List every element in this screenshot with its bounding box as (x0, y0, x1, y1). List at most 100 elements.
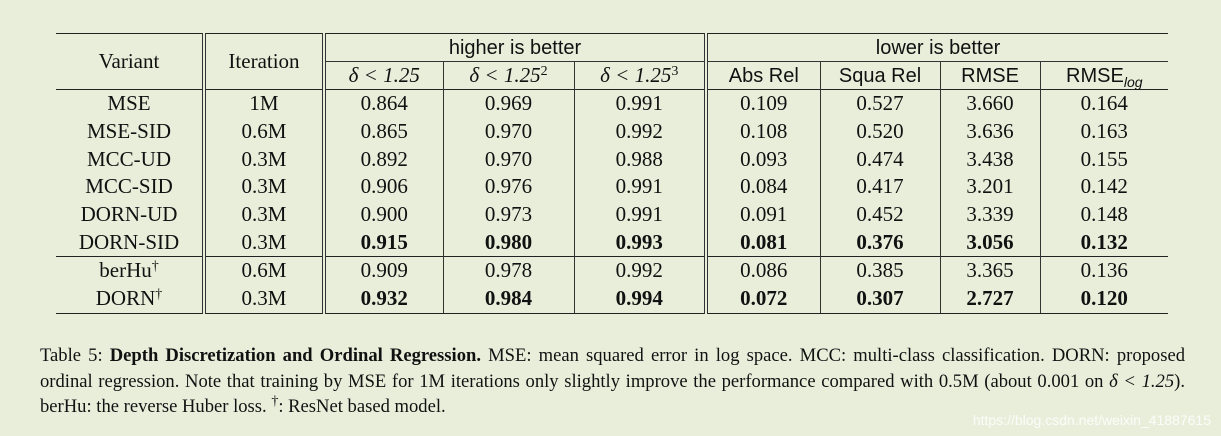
table-row: MCC-SID 0.3M 0.906 0.976 0.991 0.084 0.417 3.20… (56, 173, 1168, 201)
watermark: https://blog.csdn.net/weixin_41887615 (972, 412, 1211, 428)
cell-d1: 0.892 (324, 145, 444, 174)
cell-d2: 0.970 (443, 145, 575, 174)
caption-body-2: ). berHu: the reverse Huber loss. (40, 370, 1185, 418)
header-iteration: Iteration (204, 33, 326, 90)
cell-rmselog: 0.136 (1040, 256, 1169, 285)
caption-label: Table 5: (40, 345, 103, 366)
cell-rmselog: 0.155 (1080, 146, 1128, 171)
cell-d3: 0.991 (574, 200, 709, 229)
cell-rmse: 3.636 (940, 117, 1041, 146)
caption-body-3: : ResNet based model. (278, 396, 446, 417)
cell-iter: 0.3M (204, 200, 326, 229)
cell-d3: 0.993 (574, 228, 709, 257)
caption-title: Depth Discretization and Ordinal Regress… (109, 345, 481, 366)
header-variant: Variant (56, 33, 206, 90)
cell-rmselog: 0.164 (1040, 88, 1169, 118)
cell-absrel: 0.072 (706, 284, 821, 314)
cell-rmse: 3.660 (940, 88, 1041, 118)
table-body: MSE 1M 0.864 0.969 0.991 0.109 0.527 3.660 0.164… (56, 88, 1169, 314)
cell-squarel: 0.474 (820, 145, 941, 174)
cell-iter: 0.6M (204, 256, 326, 285)
cell-variant: MSE (56, 88, 206, 118)
cell-rmselog: 0.142 (1080, 174, 1128, 199)
cell-variant: DORN-UD (56, 200, 206, 229)
cell-d3: 0.994 (574, 284, 709, 314)
table-row: berHu† 0.6M 0.909 0.978 0.992 0.086 0.385 3.365… (56, 256, 1169, 285)
cell-squarel: 0.417 (820, 173, 941, 201)
header-delta1: δ < 1.25 (324, 61, 444, 90)
cell-absrel: 0.086 (706, 256, 821, 285)
cell-rmse: 3.365 (940, 256, 1041, 285)
cell-iter: 0.6M (204, 117, 326, 146)
cell-absrel: 0.093 (706, 145, 821, 174)
cell-absrel: 0.109 (706, 88, 821, 118)
header-rmse: RMSE (940, 61, 1041, 90)
cell-d3: 0.992 (574, 256, 709, 285)
cell-d1: 0.900 (324, 200, 444, 229)
cell-squarel: 0.376 (820, 228, 941, 257)
cell-squarel: 0.527 (820, 88, 941, 118)
caption-dagger: † (271, 394, 279, 409)
header-delta2: δ < 1.252 (443, 61, 575, 90)
cell-iter: 0.3M (204, 228, 326, 257)
cell-rmse: 2.727 (940, 284, 1041, 314)
cell-absrel: 0.091 (706, 200, 821, 229)
cell-rmse: 3.339 (940, 200, 1041, 229)
cell-absrel: 0.084 (706, 173, 821, 201)
table-row: DORN-SID 0.3M 0.915 0.980 0.993 0.081 0.376 3.0… (56, 228, 1168, 257)
cell-variant: berHu† (56, 256, 206, 285)
cell-rmselog: 0.120 (1040, 284, 1169, 314)
results-table: Variant Iteration higher is better lower… (56, 33, 1169, 314)
cell-d2: 0.984 (443, 284, 575, 314)
cell-squarel: 0.452 (820, 200, 941, 229)
cell-d3: 0.992 (574, 117, 709, 146)
header-absrel: Abs Rel (706, 61, 821, 90)
header-squarel: Squa Rel (820, 61, 941, 90)
cell-d2: 0.978 (443, 256, 575, 285)
cell-rmse: 3.056 (940, 228, 1041, 257)
cell-squarel: 0.307 (820, 284, 941, 314)
cell-d1: 0.864 (324, 88, 444, 118)
cell-absrel: 0.081 (706, 228, 821, 257)
header-rmselog: RMSElog (1040, 61, 1169, 90)
cell-d2: 0.980 (443, 228, 575, 257)
cell-d2: 0.970 (443, 117, 575, 146)
cell-d1: 0.909 (324, 256, 444, 285)
table-caption: Table 5: Depth Discretization and Ordina… (40, 343, 1185, 420)
caption-math: δ < 1.25 (1109, 370, 1175, 392)
cell-rmselog: 0.148 (1080, 202, 1128, 227)
caption-body-1: MSE: mean squared error in log space. MC… (40, 345, 1186, 392)
table-row: MSE 1M 0.864 0.969 0.991 0.109 0.527 3.660 0.164 (56, 88, 1169, 118)
header-delta3: δ < 1.253 (574, 61, 709, 90)
cell-d1: 0.865 (324, 117, 444, 146)
header-group-lower: lower is better (706, 33, 1169, 62)
cell-variant: MCC-SID (56, 173, 206, 201)
table-row: DORN† 0.3M 0.932 0.984 0.994 0.072 0.307 2.727 0… (56, 284, 1169, 314)
cell-d3: 0.991 (574, 88, 709, 118)
cell-squarel: 0.520 (820, 117, 941, 146)
cell-rmselog: 0.163 (1080, 119, 1128, 144)
cell-variant: MSE-SID (56, 117, 206, 146)
cell-d2: 0.976 (443, 173, 575, 201)
cell-iter: 1M (204, 88, 326, 118)
cell-d3: 0.988 (574, 145, 709, 174)
cell-d2: 0.973 (443, 200, 575, 229)
cell-variant: DORN-SID (56, 228, 206, 257)
cell-absrel: 0.108 (706, 117, 821, 146)
cell-squarel: 0.385 (820, 256, 941, 285)
cell-d1: 0.915 (324, 228, 444, 257)
cell-variant: DORN† (56, 284, 206, 314)
cell-iter: 0.3M (204, 284, 326, 314)
table-row: MCC-UD 0.3M 0.892 0.970 0.988 0.093 0.474 3.438… (56, 145, 1168, 174)
cell-iter: 0.3M (204, 173, 326, 201)
cell-d1: 0.932 (324, 284, 444, 314)
cell-d2: 0.969 (443, 88, 575, 118)
cell-iter: 0.3M (204, 145, 326, 174)
cell-rmse: 3.201 (940, 173, 1041, 201)
cell-d1: 0.906 (324, 173, 444, 201)
cell-d3: 0.991 (574, 173, 709, 201)
cell-rmse: 3.438 (940, 145, 1041, 174)
header-group-higher: higher is better (324, 33, 709, 62)
table-row: MSE-SID 0.6M 0.865 0.970 0.992 0.108 0.520 3.63… (56, 117, 1168, 146)
cell-rmselog: 0.132 (1080, 229, 1128, 254)
